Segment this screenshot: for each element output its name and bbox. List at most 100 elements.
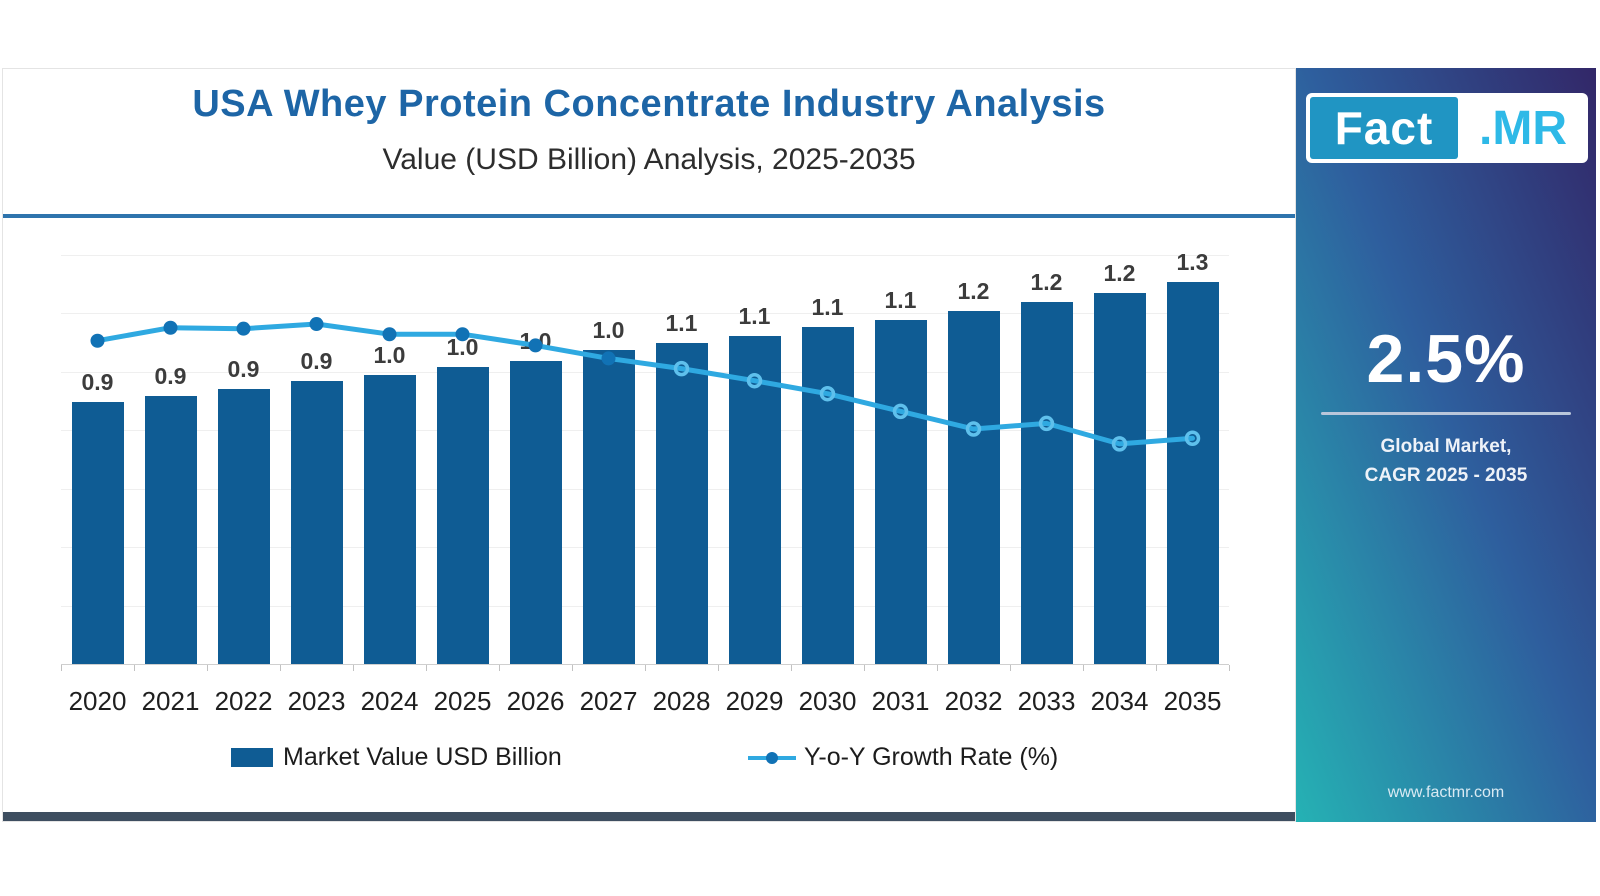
- growth-marker-2030: [819, 385, 836, 402]
- legend-line-marker-icon: [748, 748, 796, 767]
- axis-tick: [280, 665, 281, 671]
- gridline: [61, 254, 1229, 256]
- x-axis-label-2031: 2031: [871, 686, 930, 716]
- chart-subtitle: Value (USD Billion) Analysis, 2025-2035: [382, 143, 916, 176]
- axis-tick: [1083, 665, 1084, 671]
- bar-value-label: 1.2: [957, 278, 990, 305]
- growth-marker-2035: [1184, 430, 1201, 447]
- axis-tick: [61, 665, 62, 671]
- growth-marker-2031: [892, 403, 909, 420]
- bar-2022: [217, 389, 270, 664]
- cagr-caption-line1: Global Market,: [1380, 436, 1512, 457]
- x-axis-label-2020: 2020: [68, 686, 127, 716]
- axis-tick: [864, 665, 865, 671]
- bar-value-label: 0.9: [154, 363, 187, 390]
- axis-tick: [572, 665, 573, 671]
- x-axis-label-2022: 2022: [214, 686, 273, 716]
- x-axis-label-2021: 2021: [141, 686, 200, 716]
- x-axis-label-2030: 2030: [798, 686, 857, 716]
- bar-value-label: 1.1: [884, 287, 917, 314]
- bar-2027: [582, 350, 635, 664]
- gridline: [61, 547, 1229, 549]
- axis-tick: [134, 665, 135, 671]
- bar-2029: [728, 336, 781, 664]
- growth-marker-2023: [309, 317, 324, 332]
- bar-value-label: 0.9: [227, 356, 260, 383]
- bar-2034: [1093, 293, 1146, 664]
- bar-2023: [290, 381, 343, 664]
- gridline: [61, 605, 1229, 607]
- bar-value-label: 1.1: [738, 303, 771, 330]
- growth-marker-2028: [673, 360, 690, 377]
- bar-value-label: 1.1: [811, 294, 844, 321]
- bar-value-label: 1.1: [665, 310, 698, 337]
- growth-marker-2025: [455, 327, 470, 342]
- growth-marker-2034: [1111, 436, 1128, 452]
- axis-tick: [1156, 665, 1157, 671]
- bar-2024: [363, 375, 416, 664]
- logo-fact-text: Fact: [1310, 97, 1458, 159]
- bar-value-label: 1.2: [1103, 260, 1136, 287]
- x-axis-label-2025: 2025: [433, 686, 492, 716]
- growth-marker-2027: [601, 351, 616, 366]
- bar-value-label: 1.0: [592, 317, 625, 344]
- axis-tick: [207, 665, 208, 671]
- x-axis-label-2032: 2032: [944, 686, 1003, 716]
- chart-title: USA Whey Protein Concentrate Industry An…: [192, 83, 1106, 125]
- cagr-caption-line2: CAGR 2025 - 2035: [1364, 465, 1528, 486]
- x-axis-label-2034: 2034: [1090, 686, 1149, 716]
- bar-2028: [655, 343, 708, 664]
- axis-tick: [426, 665, 427, 671]
- bar-2020: [71, 402, 124, 664]
- axis-tick: [645, 665, 646, 671]
- bar-2033: [1020, 302, 1073, 664]
- growth-marker-2022: [236, 321, 251, 336]
- bar-value-label: 0.9: [81, 369, 114, 396]
- cagr-value: 2.5%: [1366, 321, 1526, 397]
- axis-tick: [499, 665, 500, 671]
- chart-card: USA Whey Protein Concentrate Industry An…: [2, 68, 1296, 822]
- card-bottom-accent-bar: [3, 812, 1295, 821]
- logo-mr-text: .MR: [1479, 101, 1567, 155]
- x-axis-label-2024: 2024: [360, 686, 419, 716]
- cagr-divider-rule: [1321, 412, 1571, 415]
- legend-item-growth-rate: Y-o-Y Growth Rate (%): [748, 741, 1058, 773]
- gridline: [61, 430, 1229, 432]
- bar-2035: [1166, 281, 1219, 664]
- x-axis-label-2029: 2029: [725, 686, 784, 716]
- x-axis-label-2026: 2026: [506, 686, 565, 716]
- growth-marker-2020: [90, 333, 105, 348]
- website-link[interactable]: www.factmr.com: [1387, 784, 1505, 801]
- x-axis-label-2035: 2035: [1163, 686, 1222, 716]
- growth-marker-2033: [1038, 415, 1055, 432]
- growth-marker-2029: [746, 372, 763, 389]
- axis-tick: [718, 665, 719, 671]
- x-axis-line: [61, 664, 1229, 665]
- growth-line-chart: [90, 317, 1201, 452]
- brand-panel: Fact .MR 2.5% Global Market, CAGR 2025 -…: [1296, 68, 1596, 822]
- axis-tick: [791, 665, 792, 671]
- growth-marker-2026: [528, 338, 543, 353]
- axis-tick: [353, 665, 354, 671]
- bar-2021: [144, 396, 197, 664]
- bar-2030: [801, 327, 854, 664]
- factmr-logo: Fact .MR: [1306, 93, 1588, 163]
- gridline: [61, 313, 1229, 315]
- plot-area: 0.90.90.90.91.01.01.01.01.11.11.11.11.21…: [61, 246, 1229, 664]
- legend-label-market-value: Market Value USD Billion: [283, 742, 562, 771]
- growth-marker-2032: [965, 421, 982, 437]
- axis-tick: [937, 665, 938, 671]
- bar-2026: [509, 361, 562, 664]
- bar-2031: [874, 320, 927, 664]
- legend-bar-swatch-icon: [231, 747, 273, 767]
- cagr-caption: Global Market, CAGR 2025 - 2035: [1296, 432, 1596, 490]
- bar-value-label: 0.9: [300, 348, 333, 375]
- x-axis-label-2027: 2027: [579, 686, 638, 716]
- bar-2032: [947, 311, 1000, 664]
- x-axis-label-2023: 2023: [287, 686, 346, 716]
- title-divider-rule: [3, 214, 1295, 218]
- gridline: [61, 371, 1229, 373]
- axis-tick: [1010, 665, 1011, 671]
- x-axis-label-2028: 2028: [652, 686, 711, 716]
